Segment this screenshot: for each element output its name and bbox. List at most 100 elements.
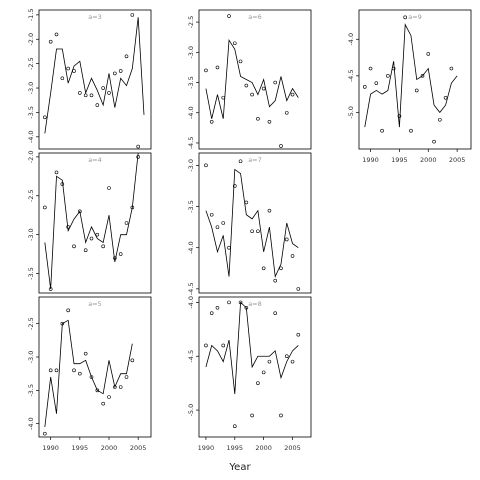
- data-point: [66, 66, 70, 71]
- y-tick-label: -3.0: [27, 82, 35, 95]
- x-tick-label: 2005: [284, 444, 301, 452]
- data-point: [95, 388, 100, 393]
- data-point: [232, 41, 237, 46]
- data-point: [130, 358, 135, 363]
- panel-a-5: a=5 -2.5 -3.0 -3.5 -4.0 1990 1995 2000 2005: [27, 296, 152, 452]
- data-point: [130, 13, 135, 17]
- data-point: [261, 370, 266, 375]
- data-point: [204, 68, 208, 73]
- y-tick-label: -3.5: [27, 267, 35, 280]
- data-point: [54, 368, 59, 373]
- series-line: [44, 153, 139, 290]
- data-point: [238, 59, 243, 64]
- data-point: [256, 381, 260, 385]
- x-tick-label: 2005: [449, 156, 466, 164]
- data-point: [409, 128, 413, 133]
- y-tick-label: -3.0: [27, 228, 35, 241]
- data-point: [261, 86, 266, 91]
- data-point: [124, 54, 129, 59]
- data-point: [267, 120, 272, 124]
- data-point: [374, 81, 379, 85]
- y-tick-label: -3.0: [27, 351, 35, 364]
- data-point: [250, 413, 254, 418]
- data-point: [48, 368, 53, 373]
- data-point: [107, 91, 111, 95]
- data-point: [244, 83, 249, 88]
- y-tick-label: -4.5: [187, 350, 195, 363]
- data-point: [113, 71, 117, 76]
- data-point: [204, 163, 208, 168]
- series-line: [44, 319, 133, 428]
- data-point: [391, 66, 396, 71]
- y-tick-label: -4.0: [187, 241, 195, 254]
- data-point: [256, 229, 260, 234]
- data-point: [124, 221, 129, 225]
- data-point: [124, 375, 129, 379]
- y-tick-label: -5.0: [187, 404, 195, 417]
- x-tick-label: 1990: [198, 444, 215, 452]
- data-point: [290, 92, 295, 97]
- x-axis-label: Year: [228, 462, 251, 473]
- y-tick-label: -4.0: [27, 417, 35, 430]
- data-point: [72, 368, 76, 373]
- y-tick-label: -2.0: [27, 151, 35, 164]
- panel-a-9: a=9 -4.0 -4.5 -5.0 1990 1995 2000 2005: [347, 9, 472, 164]
- data-point: [267, 208, 272, 213]
- data-point: [256, 116, 260, 121]
- data-point: [66, 225, 70, 229]
- y-tick-label: -4.0: [27, 130, 35, 143]
- data-point: [296, 287, 301, 291]
- data-point: [48, 39, 53, 44]
- data-point: [403, 15, 407, 20]
- panel-a-7: a=7 -3.0 -3.5 -4.0 -4.5: [187, 152, 312, 295]
- data-point: [221, 221, 226, 225]
- data-point: [209, 120, 214, 124]
- data-point: [89, 375, 94, 379]
- y-tick-label: -3.5: [187, 200, 195, 213]
- series-line: [205, 301, 299, 394]
- data-point: [60, 321, 65, 326]
- data-point: [118, 385, 123, 389]
- data-point: [438, 117, 442, 122]
- data-point: [284, 354, 289, 359]
- data-point: [414, 88, 419, 93]
- data-point: [101, 401, 105, 406]
- data-point: [420, 74, 425, 78]
- panel-a-6: a=6 -2.5 -3.0 -3.5 -4.0 -4.5: [187, 9, 312, 150]
- data-point: [83, 248, 88, 253]
- data-point: [449, 66, 454, 71]
- panel-frame: [198, 9, 312, 150]
- panel-a-8: a=8 -4.0 -4.5 -5.0 1990 1995 2000 2005: [187, 296, 312, 452]
- data-point: [83, 351, 88, 356]
- data-point: [221, 95, 226, 100]
- data-point: [273, 80, 278, 85]
- data-point: [296, 332, 301, 337]
- data-point: [89, 236, 94, 241]
- data-point: [136, 155, 140, 159]
- data-point: [244, 305, 249, 310]
- data-point: [95, 232, 100, 237]
- data-point: [78, 209, 82, 214]
- data-point: [261, 266, 266, 271]
- panel-frame: [38, 152, 152, 294]
- data-point: [386, 74, 390, 78]
- y-tick-label: -2.5: [27, 57, 35, 70]
- data-point: [279, 266, 283, 271]
- data-point: [66, 308, 70, 313]
- data-point: [48, 287, 53, 291]
- data-point: [443, 95, 448, 100]
- data-point: [215, 225, 220, 229]
- data-point: [250, 92, 254, 97]
- data-point: [267, 359, 272, 364]
- x-tick-label: 1990: [362, 156, 379, 164]
- data-point: [238, 300, 243, 305]
- data-point: [107, 186, 111, 190]
- data-point: [136, 144, 140, 149]
- data-point: [54, 170, 59, 175]
- data-point: [284, 237, 289, 242]
- y-tick-label: -5.0: [347, 106, 355, 119]
- y-tick-label: -1.5: [27, 9, 35, 22]
- data-point: [107, 395, 111, 399]
- data-point: [60, 182, 65, 186]
